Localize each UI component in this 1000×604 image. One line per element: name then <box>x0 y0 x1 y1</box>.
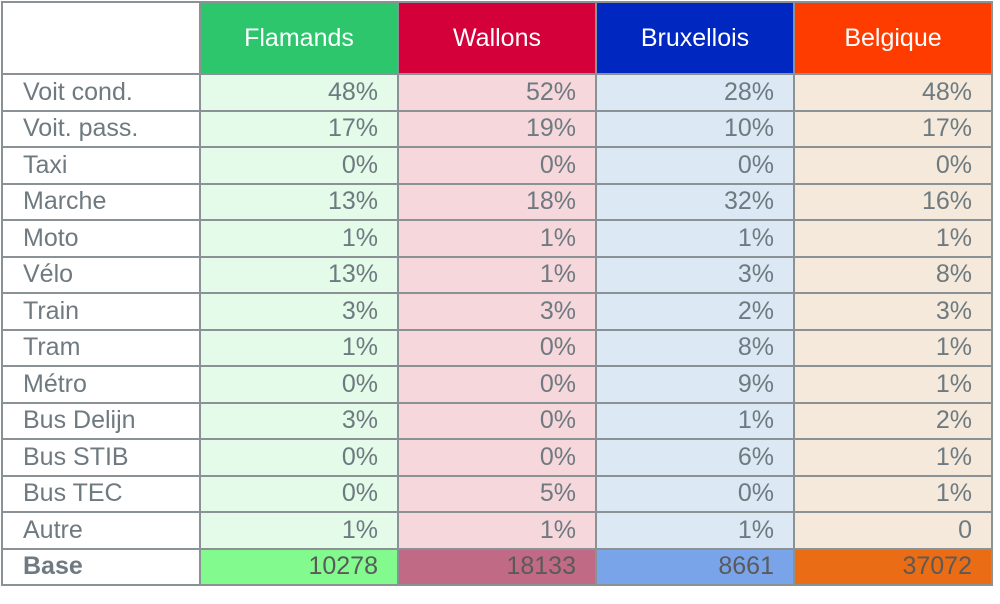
cell-value: 18% <box>397 182 597 221</box>
cell-value: 13% <box>199 255 399 294</box>
cell-value: 1% <box>199 511 399 550</box>
cell-value: 1% <box>595 219 795 258</box>
cell-value: 1% <box>595 401 795 440</box>
cell-value: 16% <box>793 182 993 221</box>
table-row: Voit cond. 48% 52% 28% 48% <box>1 73 993 112</box>
table-row: Bus Delijn 3% 0% 1% 2% <box>1 401 993 440</box>
table-row: Vélo 13% 1% 3% 8% <box>1 255 993 294</box>
cell-value: 3% <box>199 401 399 440</box>
cell-value: 2% <box>595 292 795 331</box>
cell-value: 0% <box>199 438 399 477</box>
cell-value: 0% <box>595 146 795 185</box>
table-row: Bus STIB 0% 0% 6% 1% <box>1 438 993 477</box>
cell-value: 0% <box>397 328 597 367</box>
row-label: Vélo <box>1 255 201 294</box>
base-label: Base <box>1 547 201 586</box>
cell-value: 1% <box>793 365 993 404</box>
row-label: Bus STIB <box>1 438 201 477</box>
corner-cell <box>1 1 201 75</box>
cell-value: 3% <box>397 292 597 331</box>
base-row: Base 10278 18133 8661 37072 <box>1 547 993 586</box>
cell-value: 17% <box>199 109 399 148</box>
cell-value: 1% <box>793 474 993 513</box>
row-label: Moto <box>1 219 201 258</box>
table-row: Taxi 0% 0% 0% 0% <box>1 146 993 185</box>
row-label: Tram <box>1 328 201 367</box>
cell-value: 1% <box>793 328 993 367</box>
cell-value: 0% <box>595 474 795 513</box>
base-value-wallons: 18133 <box>397 547 597 586</box>
base-value-belgique: 37072 <box>793 547 993 586</box>
row-label: Bus Delijn <box>1 401 201 440</box>
cell-value: 1% <box>397 219 597 258</box>
cell-value: 48% <box>199 73 399 112</box>
table-row: Voit. pass. 17% 19% 10% 17% <box>1 109 993 148</box>
row-label: Marche <box>1 182 201 221</box>
cell-value: 1% <box>793 219 993 258</box>
column-header-wallons: Wallons <box>397 1 597 75</box>
table-row: Moto 1% 1% 1% 1% <box>1 219 993 258</box>
row-label: Voit cond. <box>1 73 201 112</box>
row-label: Bus TEC <box>1 474 201 513</box>
table-row: Métro 0% 0% 9% 1% <box>1 365 993 404</box>
table-row: Marche 13% 18% 32% 16% <box>1 182 993 221</box>
cell-value: 0% <box>793 146 993 185</box>
cell-value: 0% <box>199 365 399 404</box>
cell-value: 1% <box>397 255 597 294</box>
cell-value: 19% <box>397 109 597 148</box>
cell-value: 1% <box>793 438 993 477</box>
column-header-bruxellois: Bruxellois <box>595 1 795 75</box>
cell-value: 52% <box>397 73 597 112</box>
cell-value: 1% <box>199 328 399 367</box>
table-row: Train 3% 3% 2% 3% <box>1 292 993 331</box>
cell-value: 48% <box>793 73 993 112</box>
cell-value: 0% <box>397 401 597 440</box>
cell-value: 3% <box>199 292 399 331</box>
row-label: Voit. pass. <box>1 109 201 148</box>
cell-value: 9% <box>595 365 795 404</box>
cell-value: 0% <box>397 146 597 185</box>
base-value-flamands: 10278 <box>199 547 399 586</box>
cell-value: 3% <box>595 255 795 294</box>
table-row: Tram 1% 0% 8% 1% <box>1 328 993 367</box>
cell-value: 0 <box>793 511 993 550</box>
cell-value: 8% <box>793 255 993 294</box>
base-value-bruxellois: 8661 <box>595 547 795 586</box>
table-row: Bus TEC 0% 5% 0% 1% <box>1 474 993 513</box>
column-header-belgique: Belgique <box>793 1 993 75</box>
cell-value: 17% <box>793 109 993 148</box>
cell-value: 10% <box>595 109 795 148</box>
cell-value: 6% <box>595 438 795 477</box>
row-label: Autre <box>1 511 201 550</box>
cell-value: 0% <box>397 365 597 404</box>
row-label: Taxi <box>1 146 201 185</box>
cell-value: 5% <box>397 474 597 513</box>
cell-value: 1% <box>397 511 597 550</box>
table-row: Autre 1% 1% 1% 0 <box>1 511 993 550</box>
cell-value: 0% <box>397 438 597 477</box>
row-label: Train <box>1 292 201 331</box>
cell-value: 8% <box>595 328 795 367</box>
cell-value: 3% <box>793 292 993 331</box>
mode-share-table: Flamands Wallons Bruxellois Belgique Voi… <box>1 1 993 586</box>
cell-value: 28% <box>595 73 795 112</box>
row-label: Métro <box>1 365 201 404</box>
header-row: Flamands Wallons Bruxellois Belgique <box>1 1 993 75</box>
cell-value: 1% <box>199 219 399 258</box>
cell-value: 0% <box>199 146 399 185</box>
cell-value: 2% <box>793 401 993 440</box>
cell-value: 32% <box>595 182 795 221</box>
cell-value: 0% <box>199 474 399 513</box>
column-header-flamands: Flamands <box>199 1 399 75</box>
cell-value: 13% <box>199 182 399 221</box>
cell-value: 1% <box>595 511 795 550</box>
